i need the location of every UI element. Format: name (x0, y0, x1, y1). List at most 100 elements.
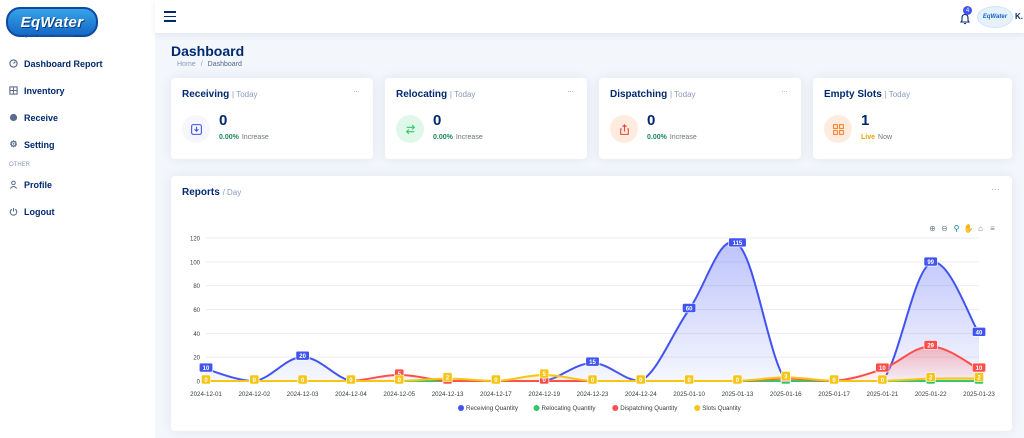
sidebar-item-setting[interactable]: ⚙ Setting (0, 131, 155, 158)
zoom-select-icon[interactable]: ⚲ (953, 224, 960, 233)
card-subtext: 0.00% Increase (647, 134, 697, 141)
zoom-out-icon[interactable]: ⊖ (941, 224, 948, 233)
x-tick-label: 2024-12-02 (238, 391, 270, 398)
card-subtext: 0.00% Increase (219, 134, 269, 141)
legend-label: Relocating Quantity (542, 405, 597, 412)
sidebar-item-label: Receive (24, 112, 59, 123)
data-label: 60 (686, 307, 693, 313)
sidebar-item-logout[interactable]: Logout (0, 198, 155, 225)
card-sub-label: Increase (455, 134, 483, 141)
sidebar-item-dashboard-report[interactable]: Dashboard Report (0, 50, 155, 77)
x-tick-label: 2024-12-01 (190, 391, 222, 398)
data-label-bg (297, 374, 308, 385)
brand-logo[interactable]: EqWater (6, 7, 98, 37)
data-label-bg (295, 350, 310, 361)
data-label: 0 (639, 378, 643, 384)
x-tick-label: 2024-12-04 (335, 391, 367, 398)
data-label: 10 (879, 366, 886, 372)
page-title: Dashboard (171, 43, 245, 59)
upload-icon (610, 115, 638, 143)
reset-home-icon[interactable]: ⌂ (978, 224, 983, 233)
card-title-text: Empty Slots (824, 89, 882, 100)
data-label-bg (539, 368, 550, 379)
legend-label: Slots Quantity (702, 405, 741, 412)
chart-toolbar: ⊕ ⊖ ⚲ ✋ ⌂ ≡ (928, 224, 997, 233)
data-label-bg (490, 374, 501, 385)
bell-icon[interactable] (959, 12, 971, 25)
data-label-bg (923, 340, 938, 350)
card-title: Empty Slots | Today (824, 89, 910, 100)
breadcrumb: Home / Dashboard (177, 61, 242, 68)
zoom-in-icon[interactable]: ⊕ (929, 224, 936, 233)
notification-badge: 4 (963, 6, 972, 15)
x-tick-label: 2025-01-17 (818, 391, 850, 398)
data-label: 0 (494, 378, 498, 384)
card-title: Relocating | Today (396, 89, 475, 100)
data-label: 0 (204, 378, 208, 384)
card-value: 0 (433, 112, 442, 129)
card-title-text: Receiving (182, 89, 230, 100)
data-label-bg (974, 372, 984, 382)
card-menu-icon[interactable]: ··· (781, 86, 788, 96)
y-tick-label: 100 (190, 260, 201, 266)
avatar-text: EqWater (982, 14, 1008, 20)
dashboard-icon (9, 59, 18, 68)
grid-icon (9, 86, 18, 95)
x-tick-label: 2024-12-17 (480, 391, 512, 398)
data-label-bg (971, 362, 986, 373)
card-period: | Today (670, 90, 696, 99)
gear-icon: ⚙ (9, 139, 18, 149)
sidebar-item-label: Logout (24, 206, 55, 217)
data-label: 0 (543, 378, 547, 384)
breadcrumb-home[interactable]: Home (177, 61, 196, 68)
sidebar: EqWater Quick Water Solutions Dashboard … (0, 0, 155, 438)
data-label-bg (971, 327, 986, 337)
user-name[interactable]: K. (1015, 12, 1023, 21)
x-tick-label: 2025-01-23 (963, 391, 995, 398)
data-label: 15 (589, 360, 596, 366)
data-label-bg (198, 362, 213, 373)
data-label: 10 (976, 366, 983, 372)
data-label-bg (587, 374, 598, 385)
sidebar-nav: Dashboard Report Inventory Receive ⚙ Set… (0, 50, 155, 225)
data-label-bg (877, 374, 888, 385)
data-label: 99 (927, 260, 934, 266)
data-label-bg (875, 362, 890, 373)
chart-menu-icon[interactable]: ≡ (990, 224, 995, 233)
x-tick-label: 2024-12-24 (625, 391, 657, 398)
card-subtext: Live Now (861, 134, 892, 141)
data-label: 0 (349, 378, 353, 384)
logo-tagline: Quick Water Solutions (24, 33, 74, 39)
pan-icon[interactable]: ✋ (963, 224, 974, 233)
relocating-card: Relocating | Today ··· 0 0.00% Increase (385, 78, 587, 159)
sidebar-item-profile[interactable]: Profile (0, 171, 155, 198)
x-tick-label: 2024-12-03 (287, 391, 319, 398)
swap-icon (396, 115, 424, 143)
data-label-bg (249, 374, 260, 385)
sidebar-item-receive[interactable]: Receive (0, 104, 155, 131)
sidebar-item-inventory[interactable]: Inventory (0, 77, 155, 104)
legend-marker (694, 405, 701, 411)
data-label: 40 (976, 330, 983, 336)
card-menu-icon[interactable]: ··· (567, 86, 574, 96)
grid-icon (824, 115, 852, 143)
card-period: | Today (449, 90, 476, 99)
reports-card: Reports / Day ··· ⊕ ⊖ ⚲ ✋ ⌂ ≡ 0 20 40 60 80 1… (171, 176, 1012, 431)
card-value: 0 (647, 112, 656, 129)
x-tick-label: 2025-01-16 (770, 391, 802, 398)
data-label: 10 (203, 366, 210, 372)
menu-toggle-icon[interactable] (164, 11, 176, 22)
card-live-label: Live (861, 134, 876, 141)
legend-marker (612, 405, 619, 411)
reports-menu-icon[interactable]: ··· (991, 184, 1000, 194)
logo-text: EqWater (20, 13, 84, 31)
data-label: 20 (299, 354, 306, 360)
card-period: | Today (884, 90, 911, 99)
reports-title-text: Reports (182, 187, 220, 198)
avatar[interactable]: EqWater (977, 6, 1013, 28)
legend-marker (533, 405, 540, 411)
data-label: 2 (929, 376, 933, 382)
card-menu-icon[interactable]: ··· (353, 86, 360, 96)
card-sub-label: Increase (241, 134, 269, 141)
card-sub-label: Now (878, 134, 893, 141)
